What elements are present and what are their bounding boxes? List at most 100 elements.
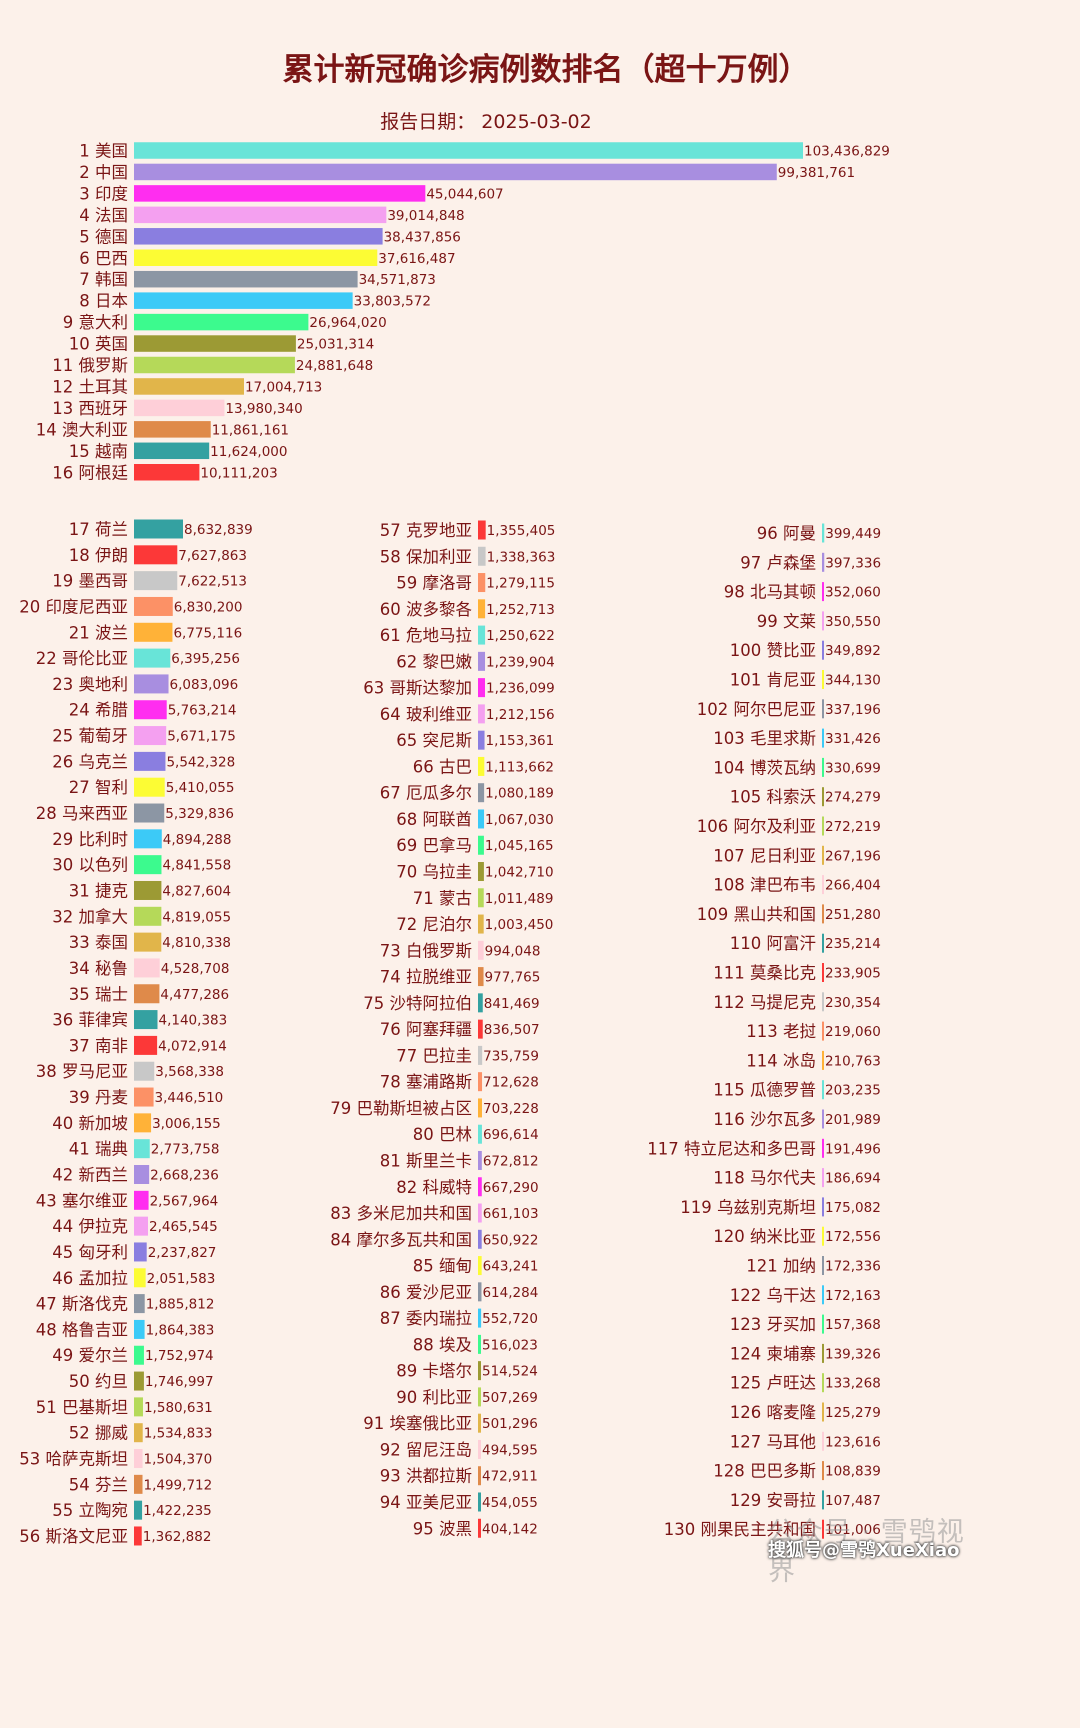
- bar-rank-106: [822, 816, 824, 836]
- bar-rank-56: [134, 1526, 142, 1546]
- bar-rank-59: [478, 573, 486, 593]
- value-label-rank-125: 133,268: [825, 1376, 881, 1392]
- bar-rank-121: [822, 1256, 824, 1275]
- bar-label-rank-60: 60 波多黎各: [380, 600, 472, 619]
- bar-rank-13: [134, 399, 225, 417]
- value-label-rank-27: 5,410,055: [166, 780, 235, 796]
- bar-rank-73: [478, 940, 484, 960]
- bar-label-rank-34: 34 秘鲁: [69, 959, 128, 978]
- value-label-rank-7: 34,571,873: [359, 272, 436, 288]
- bar-label-rank-67: 67 厄瓜多尔: [380, 784, 472, 803]
- bar-label-rank-45: 45 匈牙利: [52, 1243, 128, 1262]
- bar-label-rank-47: 47 斯洛伐克: [36, 1295, 128, 1314]
- bar-label-rank-22: 22 哥伦比亚: [36, 649, 128, 668]
- bar-label-rank-106: 106 阿尔及利亚: [697, 817, 816, 836]
- bar-rank-80: [478, 1124, 482, 1144]
- value-label-rank-86: 614,284: [482, 1285, 538, 1301]
- value-label-rank-23: 6,083,096: [170, 677, 239, 693]
- bar-rank-72: [478, 914, 484, 934]
- bar-rank-120: [822, 1226, 824, 1246]
- value-label-rank-67: 1,080,189: [485, 786, 554, 802]
- value-label-rank-117: 191,496: [825, 1141, 881, 1157]
- bar-rank-65: [478, 730, 485, 750]
- value-label-rank-50: 1,746,997: [145, 1374, 214, 1390]
- bar-rank-48: [134, 1319, 145, 1339]
- bar-rank-99: [822, 611, 824, 631]
- bar-rank-29: [134, 829, 162, 849]
- value-label-rank-6: 37,616,487: [378, 251, 455, 267]
- chart-subtitle: 报告日期： 2025-03-02: [380, 111, 591, 133]
- bar-rank-94: [478, 1492, 481, 1512]
- value-label-rank-57: 1,355,405: [487, 523, 556, 539]
- bar-rank-87: [478, 1308, 482, 1328]
- value-label-rank-44: 2,465,545: [149, 1219, 218, 1235]
- value-label-rank-78: 712,628: [483, 1075, 539, 1091]
- bar-label-rank-123: 123 牙买加: [730, 1315, 816, 1334]
- bar-rank-79: [478, 1098, 482, 1118]
- value-label-rank-3: 45,044,607: [426, 186, 503, 202]
- bar-rank-111: [822, 963, 824, 982]
- bar-rank-26: [134, 751, 166, 771]
- bar-rank-57: [478, 520, 486, 540]
- bar-rank-27: [134, 777, 165, 797]
- bar-label-rank-124: 124 柬埔寨: [730, 1344, 816, 1363]
- bar-rank-40: [134, 1113, 152, 1133]
- bar-label-rank-89: 89 卡塔尔: [396, 1362, 472, 1381]
- bar-label-rank-119: 119 乌兹别克斯坦: [680, 1198, 816, 1217]
- value-label-rank-14: 11,861,161: [212, 422, 289, 438]
- bar-rank-118: [822, 1168, 824, 1188]
- bar-rank-69: [478, 835, 484, 855]
- bar-rank-117: [822, 1138, 824, 1158]
- bar-rank-128: [822, 1461, 824, 1481]
- bar-rank-12: [134, 378, 244, 395]
- bar-label-rank-114: 114 冰岛: [746, 1051, 816, 1070]
- bar-rank-32: [134, 906, 162, 926]
- bar-label-rank-15: 15 越南: [69, 442, 128, 461]
- value-label-rank-114: 210,763: [825, 1053, 881, 1069]
- bar-label-rank-74: 74 拉脱维亚: [380, 968, 472, 987]
- bar-rank-96: [822, 523, 825, 543]
- value-label-rank-40: 3,006,155: [152, 1116, 221, 1132]
- value-label-rank-91: 501,296: [482, 1416, 538, 1432]
- bar-rank-54: [134, 1474, 143, 1494]
- bar-label-rank-3: 3 印度: [79, 184, 128, 203]
- bar-label-rank-92: 92 留尼汪岛: [380, 1440, 472, 1459]
- bar-rank-78: [478, 1072, 483, 1092]
- value-label-rank-72: 1,003,450: [485, 917, 554, 933]
- bar-rank-21: [134, 622, 173, 642]
- value-label-rank-36: 4,140,383: [159, 1013, 228, 1029]
- bar-label-rank-24: 24 希腊: [69, 701, 128, 720]
- bar-rank-68: [478, 809, 485, 829]
- value-label-rank-10: 25,031,314: [297, 337, 374, 353]
- value-label-rank-62: 1,239,904: [486, 654, 555, 670]
- bar-label-rank-75: 75 沙特阿拉伯: [363, 994, 472, 1013]
- value-label-rank-124: 139,326: [825, 1346, 881, 1362]
- bar-label-rank-43: 43 塞尔维亚: [36, 1191, 128, 1210]
- bar-rank-53: [134, 1449, 143, 1469]
- value-label-rank-106: 272,219: [825, 819, 881, 835]
- bar-rank-85: [478, 1256, 482, 1276]
- bar-label-rank-98: 98 北马其顿: [724, 583, 816, 602]
- value-label-rank-31: 4,827,604: [162, 883, 231, 899]
- bar-label-rank-62: 62 黎巴嫩: [396, 652, 472, 671]
- value-label-rank-29: 4,894,288: [163, 832, 232, 848]
- value-label-rank-54: 1,499,712: [144, 1477, 213, 1493]
- wechat-watermark: 公众号 · 雪鸮视界: [768, 1517, 965, 1587]
- value-label-rank-64: 1,212,156: [486, 707, 555, 723]
- value-label-rank-51: 1,580,631: [144, 1400, 213, 1416]
- value-label-rank-111: 233,905: [825, 966, 881, 982]
- value-label-rank-21: 6,775,116: [173, 625, 242, 641]
- bar-rank-66: [478, 756, 485, 776]
- bar-label-rank-26: 26 乌克兰: [52, 752, 128, 771]
- bar-rank-16: [134, 464, 200, 481]
- bar-label-rank-72: 72 尼泊尔: [396, 915, 472, 934]
- value-label-rank-76: 836,507: [484, 1022, 540, 1038]
- bar-label-rank-130: 130 刚果民主共和国: [664, 1520, 816, 1539]
- bar-label-rank-65: 65 突尼斯: [396, 731, 472, 750]
- bar-rank-47: [134, 1294, 145, 1314]
- bar-label-rank-82: 82 科威特: [396, 1178, 472, 1197]
- bar-rank-23: [134, 674, 169, 694]
- value-label-rank-52: 1,534,833: [144, 1426, 213, 1442]
- bar-rank-127: [822, 1431, 824, 1451]
- value-label-rank-19: 7,622,513: [178, 574, 247, 590]
